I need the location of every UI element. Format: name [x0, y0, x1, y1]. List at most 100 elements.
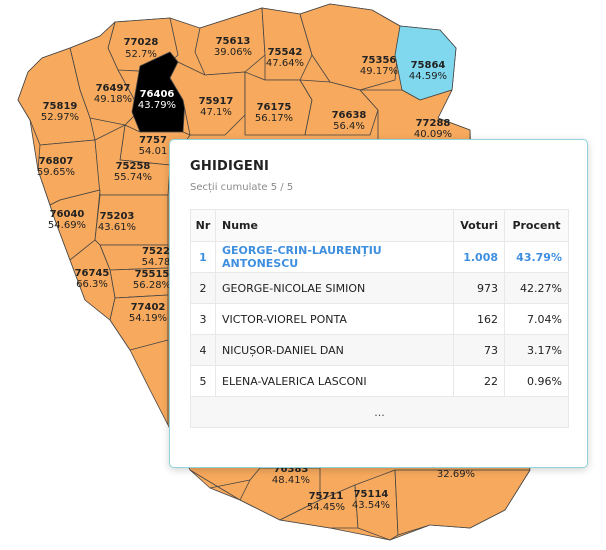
region-75515[interactable]: 75515 56.28%	[109, 267, 171, 299]
region-75819-shape[interactable]	[17, 47, 96, 146]
region-unlabeled-east[interactable]: 32.69%	[394, 469, 531, 536]
region-75114-shape[interactable]	[354, 469, 399, 541]
row-nr: 2	[190, 272, 216, 304]
row-name: NICUȘOR-DANIEL DAN	[214, 334, 455, 366]
region-75258-pct: 55.74%	[114, 172, 152, 183]
region-76497-pct: 49.18%	[94, 94, 132, 105]
table-row: 5 ELENA-VALERICA LASCONI 22 0.96%	[190, 365, 569, 397]
region-east-pct: 32.69%	[437, 469, 475, 480]
region-75613[interactable]: 75613 39.06%	[194, 7, 266, 76]
region-77028-code: 77028	[124, 37, 159, 48]
region-77402-pct: 54.19%	[129, 313, 167, 324]
popup-subtitle: Secții cumulate 5 / 5	[190, 182, 293, 193]
table-row: 3 VICTOR-VIOREL PONTA 162 7.04%	[190, 303, 569, 335]
row-votes: 1.008	[453, 241, 505, 273]
region-75819-pct: 52.97%	[41, 112, 79, 123]
region-75819[interactable]: 75819 52.97%	[17, 47, 96, 146]
region-75114[interactable]: 75114 43.54%	[352, 469, 399, 541]
region-76745-shape[interactable]	[69, 239, 116, 321]
region-77288[interactable]: 77288 40.09%	[359, 89, 471, 141]
row-nr: 4	[190, 334, 216, 366]
region-75515-code: 75515	[135, 269, 170, 280]
col-name: Nume	[214, 209, 455, 242]
results-table: Nr Nume Voturi Procent 1 GEORGE-CRIN-LAU…	[190, 209, 569, 428]
region-75542-code: 75542	[268, 47, 303, 58]
table-row: 4 NICUȘOR-DANIEL DAN 73 3.17%	[190, 334, 569, 366]
region-75711-code: 75711	[309, 491, 344, 502]
row-name: GEORGE-NICOLAE SIMION	[214, 272, 455, 304]
region-76745-pct: 66.3%	[76, 279, 108, 290]
row-votes: 22	[453, 365, 505, 397]
region-75864[interactable]: 75864 44.59%	[394, 25, 457, 101]
table-more-row[interactable]: ...	[190, 396, 569, 428]
region-75917-shape[interactable]	[169, 61, 246, 136]
region-7522[interactable]: 7522 54.78	[99, 244, 171, 271]
region-77028-pct: 52.7%	[125, 49, 157, 60]
region-75864-pct: 44.59%	[409, 71, 447, 82]
region-76807-code: 76807	[39, 156, 74, 167]
region-76175-code: 76175	[257, 102, 292, 113]
region-75515-pct: 56.28%	[133, 280, 171, 291]
row-nr: 3	[190, 303, 216, 335]
region-7757-pct: 54.01	[139, 146, 168, 157]
row-votes: 73	[453, 334, 505, 366]
region-75542-pct: 47.64%	[266, 58, 304, 69]
col-votes: Voturi	[453, 209, 505, 242]
region-75356-pct: 49.17%	[360, 66, 398, 77]
region-77402-code: 77402	[131, 302, 166, 313]
region-75203-code: 75203	[100, 211, 135, 222]
region-76497-code: 76497	[96, 83, 131, 94]
region-77402-shape[interactable]	[109, 294, 169, 351]
row-name: VICTOR-VIOREL PONTA	[214, 303, 455, 335]
table-header-row: Nr Nume Voturi Procent	[190, 209, 569, 242]
region-77288-code: 77288	[416, 118, 451, 129]
row-percent: 3.17%	[504, 334, 569, 366]
region-75613-shape[interactable]	[194, 7, 266, 76]
table-row: 2 GEORGE-NICOLAE SIMION 973 42.27%	[190, 272, 569, 304]
region-border-south-1	[167, 340, 251, 501]
region-75917[interactable]: 75917 47.1%	[169, 61, 246, 136]
region-77288-shape[interactable]	[359, 89, 471, 141]
region-75917-code: 75917	[199, 96, 234, 107]
show-more-button[interactable]: ...	[190, 396, 569, 428]
region-77402[interactable]: 77402 54.19%	[109, 294, 169, 351]
region-76807-pct: 59.65%	[37, 167, 75, 178]
table-row: 1 GEORGE-CRIN-LAURENȚIU ANTONESCU 1.008 …	[190, 241, 569, 273]
region-75864-code: 75864	[411, 60, 446, 71]
region-76040-pct: 54.69%	[48, 220, 86, 231]
region-75613-code: 75613	[216, 36, 251, 47]
col-percent: Procent	[504, 209, 569, 242]
region-76638[interactable]: 76638 56.4%	[299, 79, 379, 136]
region-75114-code: 75114	[354, 489, 389, 500]
region-76638-shape[interactable]	[299, 79, 379, 136]
popup-subtitle-label: Secții cumulate	[190, 182, 268, 193]
region-75711-pct: 54.45%	[307, 502, 345, 513]
region-7522-pct: 54.78	[142, 257, 171, 268]
region-7757-code: 7757	[139, 135, 167, 146]
region-76203-pct: 43.61%	[98, 222, 136, 233]
row-nr: 1	[190, 241, 216, 273]
row-percent: 0.96%	[504, 365, 569, 397]
region-75917-pct: 47.1%	[200, 107, 232, 118]
region-77288-pct: 40.09%	[414, 129, 452, 140]
precinct-popup: GHIDIGENI Secții cumulate 5 / 5 Nr Nume …	[169, 139, 588, 468]
row-votes: 973	[453, 272, 505, 304]
row-name: ELENA-VALERICA LASCONI	[214, 365, 455, 397]
row-percent: 43.79%	[504, 241, 569, 273]
region-76745[interactable]: 76745 66.3%	[69, 239, 116, 321]
region-7522-code: 7522	[142, 246, 170, 257]
region-75203[interactable]: 75203 43.61%	[94, 194, 169, 246]
region-75258-code: 75258	[116, 161, 151, 172]
region-76040-code: 76040	[50, 209, 85, 220]
region-east-shape[interactable]	[394, 469, 531, 536]
col-nr: Nr	[190, 209, 216, 242]
region-75613-pct: 39.06%	[214, 47, 252, 58]
row-nr: 5	[190, 365, 216, 397]
popup-title: GHIDIGENI	[190, 159, 270, 174]
region-76383-code: 76383	[274, 464, 309, 475]
region-76638-pct: 56.4%	[333, 121, 365, 132]
region-76383-pct: 48.41%	[272, 475, 310, 486]
region-76638-code: 76638	[332, 110, 367, 121]
region-76406-pct: 43.79%	[138, 100, 176, 111]
region-76745-code: 76745	[75, 268, 110, 279]
